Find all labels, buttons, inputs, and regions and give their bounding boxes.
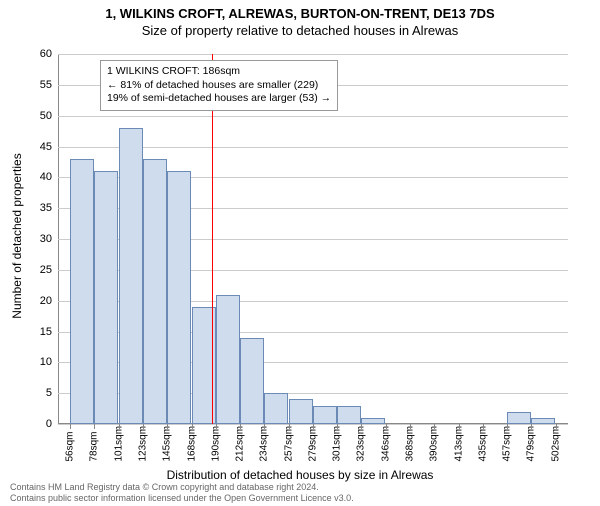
annotation-line3: 19% of semi-detached houses are larger (… xyxy=(107,92,331,106)
histogram-bar xyxy=(264,393,288,424)
x-tick-mark xyxy=(119,424,120,429)
y-tick-label: 10 xyxy=(22,356,52,368)
x-tick-label: 301sqm xyxy=(331,442,342,462)
histogram-bar xyxy=(313,406,337,425)
x-tick-label: 234sqm xyxy=(258,442,269,462)
x-tick-label: 279sqm xyxy=(308,442,319,462)
x-tick-label: 78sqm xyxy=(88,442,99,462)
x-tick-label: 257sqm xyxy=(284,442,295,462)
x-tick-label: 390sqm xyxy=(428,442,439,462)
y-tick-label: 60 xyxy=(22,48,52,60)
histogram-bar xyxy=(361,418,385,424)
histogram-bar xyxy=(507,412,531,424)
x-tick-label: 502sqm xyxy=(551,442,562,462)
x-tick-mark xyxy=(70,424,71,429)
histogram-bar xyxy=(143,159,167,424)
grid-line xyxy=(58,116,568,117)
x-tick-mark xyxy=(483,424,484,429)
histogram-bar xyxy=(70,159,94,424)
x-tick-mark xyxy=(167,424,168,429)
y-tick-label: 30 xyxy=(22,233,52,245)
annotation-line2: ← 81% of detached houses are smaller (22… xyxy=(107,79,331,93)
x-tick-mark xyxy=(313,424,314,429)
x-tick-label: 123sqm xyxy=(138,442,149,462)
y-tick-label: 55 xyxy=(22,79,52,91)
histogram-bar xyxy=(531,418,555,424)
x-tick-mark xyxy=(216,424,217,429)
histogram-bar xyxy=(94,171,118,424)
grid-line xyxy=(58,54,568,55)
histogram-bar xyxy=(289,399,313,424)
x-tick-label: 168sqm xyxy=(187,442,198,462)
x-tick-mark xyxy=(531,424,532,429)
attribution-line1: Contains HM Land Registry data © Crown c… xyxy=(10,482,354,493)
y-tick-label: 0 xyxy=(22,418,52,430)
y-tick-label: 40 xyxy=(22,171,52,183)
chart-title-desc: Size of property relative to detached ho… xyxy=(0,23,600,38)
x-tick-mark xyxy=(507,424,508,429)
y-tick-label: 35 xyxy=(22,202,52,214)
x-tick-mark xyxy=(410,424,411,429)
x-tick-mark xyxy=(459,424,460,429)
y-tick-label: 20 xyxy=(22,295,52,307)
histogram-bar xyxy=(337,406,361,425)
x-axis-label: Distribution of detached houses by size … xyxy=(0,468,600,482)
histogram-bar xyxy=(167,171,191,424)
x-tick-mark xyxy=(264,424,265,429)
x-tick-label: 56sqm xyxy=(64,442,75,462)
x-tick-mark xyxy=(386,424,387,429)
histogram-bar xyxy=(119,128,143,424)
y-tick-label: 45 xyxy=(22,141,52,153)
x-tick-label: 457sqm xyxy=(501,442,512,462)
x-tick-label: 101sqm xyxy=(114,442,125,462)
attribution-line2: Contains public sector information licen… xyxy=(10,493,354,504)
x-tick-mark xyxy=(337,424,338,429)
histogram-bar xyxy=(216,295,240,425)
chart-container: 1, WILKINS CROFT, ALREWAS, BURTON-ON-TRE… xyxy=(0,6,600,506)
annotation-line1: 1 WILKINS CROFT: 186sqm xyxy=(107,65,331,79)
y-tick-label: 25 xyxy=(22,264,52,276)
x-tick-mark xyxy=(556,424,557,429)
x-tick-mark xyxy=(240,424,241,429)
x-tick-mark xyxy=(94,424,95,429)
x-tick-label: 435sqm xyxy=(478,442,489,462)
x-tick-label: 413sqm xyxy=(454,442,465,462)
y-tick-label: 15 xyxy=(22,326,52,338)
plot-area: 0510152025303540455055601 WILKINS CROFT:… xyxy=(58,54,568,424)
chart-title-address: 1, WILKINS CROFT, ALREWAS, BURTON-ON-TRE… xyxy=(0,6,600,21)
x-tick-label: 212sqm xyxy=(234,442,245,462)
y-tick-label: 5 xyxy=(22,387,52,399)
x-tick-mark xyxy=(143,424,144,429)
x-tick-label: 145sqm xyxy=(161,442,172,462)
x-tick-label: 190sqm xyxy=(211,442,222,462)
x-tick-label: 346sqm xyxy=(381,442,392,462)
annotation-box: 1 WILKINS CROFT: 186sqm← 81% of detached… xyxy=(100,60,338,111)
x-tick-label: 479sqm xyxy=(525,442,536,462)
x-tick-mark xyxy=(192,424,193,429)
attribution-text: Contains HM Land Registry data © Crown c… xyxy=(10,482,354,504)
histogram-bar xyxy=(240,338,264,424)
x-tick-mark xyxy=(289,424,290,429)
x-tick-label: 323sqm xyxy=(355,442,366,462)
x-tick-mark xyxy=(434,424,435,429)
y-tick-label: 50 xyxy=(22,110,52,122)
x-tick-mark xyxy=(361,424,362,429)
x-tick-label: 368sqm xyxy=(404,442,415,462)
